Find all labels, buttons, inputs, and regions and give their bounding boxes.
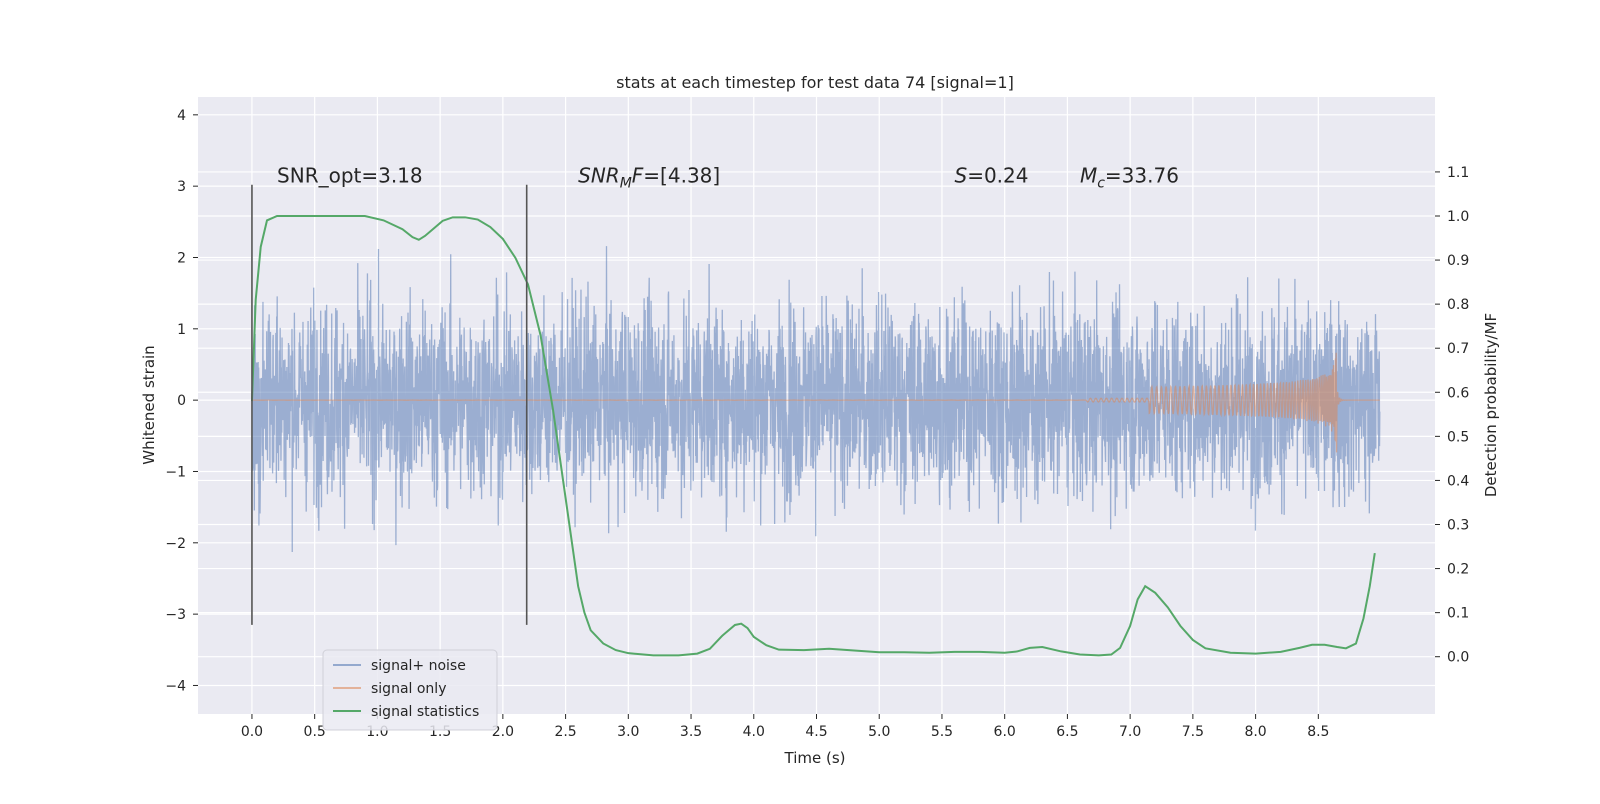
y2-tick-label: 1.0 — [1447, 209, 1469, 225]
y-axis-label: Whitened strain — [140, 345, 158, 464]
x-tick-label: 6.0 — [994, 724, 1016, 740]
y-tick-label: −3 — [165, 607, 186, 623]
annotation-1: SNRMF=[4.38] — [578, 163, 720, 191]
x-tick-label: 3.5 — [680, 724, 702, 740]
legend-label: signal+ noise — [371, 658, 466, 674]
x-tick-label: 4.0 — [743, 724, 765, 740]
annotation-part: =[4.38] — [643, 163, 720, 187]
y-tick-label: 0 — [177, 393, 186, 409]
x-tick-label: 4.5 — [805, 724, 827, 740]
x-tick-label: 3.0 — [617, 724, 639, 740]
chart-title: stats at each timestep for test data 74 … — [616, 73, 1014, 92]
y2-tick-label: 0.7 — [1447, 341, 1469, 357]
legend: signal+ noise signal only signal statistic… — [323, 650, 497, 730]
x-tick-label: 6.5 — [1056, 724, 1078, 740]
y2-tick-label: 0.4 — [1447, 473, 1469, 489]
y-tick-label: 1 — [177, 322, 186, 338]
x-tick-label: 0.5 — [304, 724, 326, 740]
x-tick-label: 8.0 — [1244, 724, 1266, 740]
y2-tick-label: 1.1 — [1447, 165, 1469, 181]
annotation-0: SNR_opt=3.18 — [277, 163, 423, 187]
annotation-part: =0.24 — [967, 163, 1028, 187]
y2-tick-label: 0.0 — [1447, 650, 1469, 666]
x-tick-label: 5.5 — [931, 724, 953, 740]
x-tick-label: 7.5 — [1182, 724, 1204, 740]
annotation-part: M — [1080, 163, 1097, 187]
y2-tick-label: 0.5 — [1447, 429, 1469, 445]
annotation-part: SNR — [578, 163, 620, 187]
annotation-part: S — [955, 163, 968, 187]
y-tick-label: 3 — [177, 179, 186, 195]
legend-label: signal statistics — [371, 704, 479, 720]
legend-label: signal only — [371, 681, 446, 697]
y-tick-label: −1 — [165, 464, 186, 480]
x-tick-label: 5.0 — [868, 724, 890, 740]
y-tick-label: −2 — [165, 536, 186, 552]
y2-tick-label: 0.9 — [1447, 253, 1469, 269]
x-tick-label: 2.5 — [554, 724, 576, 740]
y2-axis-label: Detection probability/MF — [1482, 313, 1500, 497]
annotation-3: Mc=33.76 — [1080, 163, 1179, 191]
x-tick-label: 7.0 — [1119, 724, 1141, 740]
annotation-part: =33.76 — [1105, 163, 1179, 187]
x-tick-label: 8.5 — [1307, 724, 1329, 740]
annotation-2: S=0.24 — [955, 163, 1029, 187]
y2-tick-label: 0.3 — [1447, 517, 1469, 533]
y2-tick-label: 0.1 — [1447, 606, 1469, 622]
x-tick-label: 0.0 — [241, 724, 263, 740]
y2-tick-label: 0.2 — [1447, 562, 1469, 578]
y-tick-label: −4 — [165, 678, 186, 694]
y-tick-label: 4 — [177, 108, 186, 124]
x-axis-label: Time (s) — [784, 749, 846, 767]
annotation-part: SNR_opt=3.18 — [277, 163, 423, 187]
y2-tick-label: 0.8 — [1447, 297, 1469, 313]
annotation-part: F — [632, 163, 644, 187]
annotation-part: M — [620, 175, 632, 191]
y2-tick-label: 0.6 — [1447, 385, 1469, 401]
y-tick-label: 2 — [177, 250, 186, 266]
